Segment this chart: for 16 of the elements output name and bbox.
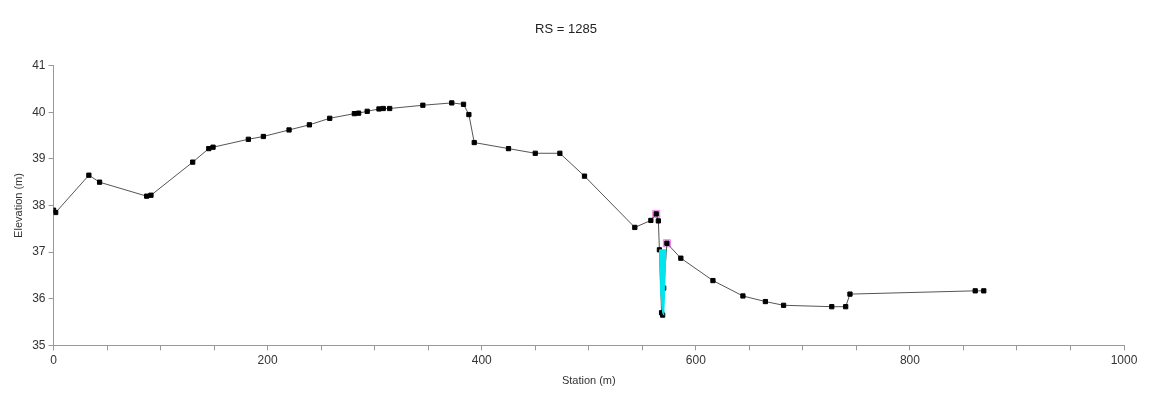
x-tick-label: 800 [899,352,921,367]
x-tick-label: 200 [257,352,278,367]
x-tick-label: 0 [50,352,58,367]
x-axis-title: Station (m) [561,374,616,387]
chart-title: RS = 1285 [535,21,597,37]
y-tick-label: 35 [32,337,46,352]
y-tick-label: 36 [32,291,46,306]
y-axis-title: Elevation (m) [11,173,24,238]
y-tick-label: 41 [32,57,46,72]
x-tick-label: 400 [471,352,493,367]
y-tick-label: 38 [32,197,46,212]
y-tick-label: 40 [32,104,46,119]
y-tick-label: 39 [32,151,46,166]
x-tick-label: 1000 [1110,352,1138,367]
y-tick-label: 37 [32,244,46,259]
x-tick-label: 600 [685,352,707,367]
